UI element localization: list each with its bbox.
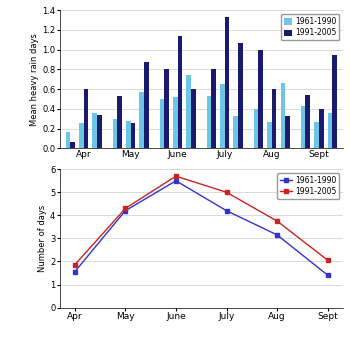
Bar xyxy=(139,92,144,148)
Bar xyxy=(306,95,310,148)
Bar xyxy=(160,99,164,148)
Bar xyxy=(319,109,323,148)
Y-axis label: Number of days: Number of days xyxy=(38,205,47,272)
1991-2005 xyxy=(275,219,279,223)
Bar xyxy=(178,36,182,148)
Bar xyxy=(225,17,230,148)
Bar xyxy=(70,142,75,148)
Bar xyxy=(164,69,169,148)
1991-2005 xyxy=(326,258,330,262)
1991-2005 xyxy=(72,263,77,267)
Bar xyxy=(254,109,258,148)
1961-1990 xyxy=(326,273,330,277)
Bar xyxy=(187,75,191,148)
Bar xyxy=(238,43,243,148)
Line: 1961-1990: 1961-1990 xyxy=(72,179,330,277)
Bar xyxy=(131,123,135,148)
Bar xyxy=(144,62,149,148)
1961-1990 xyxy=(174,179,178,183)
1961-1990 xyxy=(275,233,279,237)
Bar xyxy=(258,50,263,148)
Bar xyxy=(267,122,272,148)
Bar xyxy=(97,115,102,148)
1961-1990 xyxy=(123,209,127,213)
Bar xyxy=(314,122,319,148)
Bar xyxy=(220,84,225,148)
Bar xyxy=(301,106,306,148)
Line: 1991-2005: 1991-2005 xyxy=(72,174,330,267)
Bar xyxy=(272,89,276,148)
Bar xyxy=(173,97,178,148)
1991-2005 xyxy=(123,207,127,211)
Legend: 1961-1990, 1991-2005: 1961-1990, 1991-2005 xyxy=(281,14,339,40)
Bar xyxy=(211,69,216,148)
1991-2005 xyxy=(224,190,229,194)
Bar xyxy=(65,132,70,148)
1961-1990 xyxy=(72,270,77,274)
Bar xyxy=(233,116,238,148)
Bar xyxy=(79,123,84,148)
Bar xyxy=(92,113,97,148)
1961-1990 xyxy=(224,209,229,213)
1991-2005 xyxy=(174,174,178,178)
Bar xyxy=(328,113,332,148)
Y-axis label: Mean heavy rain days: Mean heavy rain days xyxy=(30,33,39,126)
Legend: 1961-1990, 1991-2005: 1961-1990, 1991-2005 xyxy=(277,173,339,199)
Bar xyxy=(84,89,89,148)
Bar xyxy=(206,96,211,148)
Bar xyxy=(332,55,337,148)
Bar xyxy=(285,116,290,148)
Bar xyxy=(191,89,196,148)
Bar xyxy=(126,121,131,148)
Bar xyxy=(113,119,117,148)
Bar xyxy=(280,83,285,148)
Bar xyxy=(117,96,122,148)
